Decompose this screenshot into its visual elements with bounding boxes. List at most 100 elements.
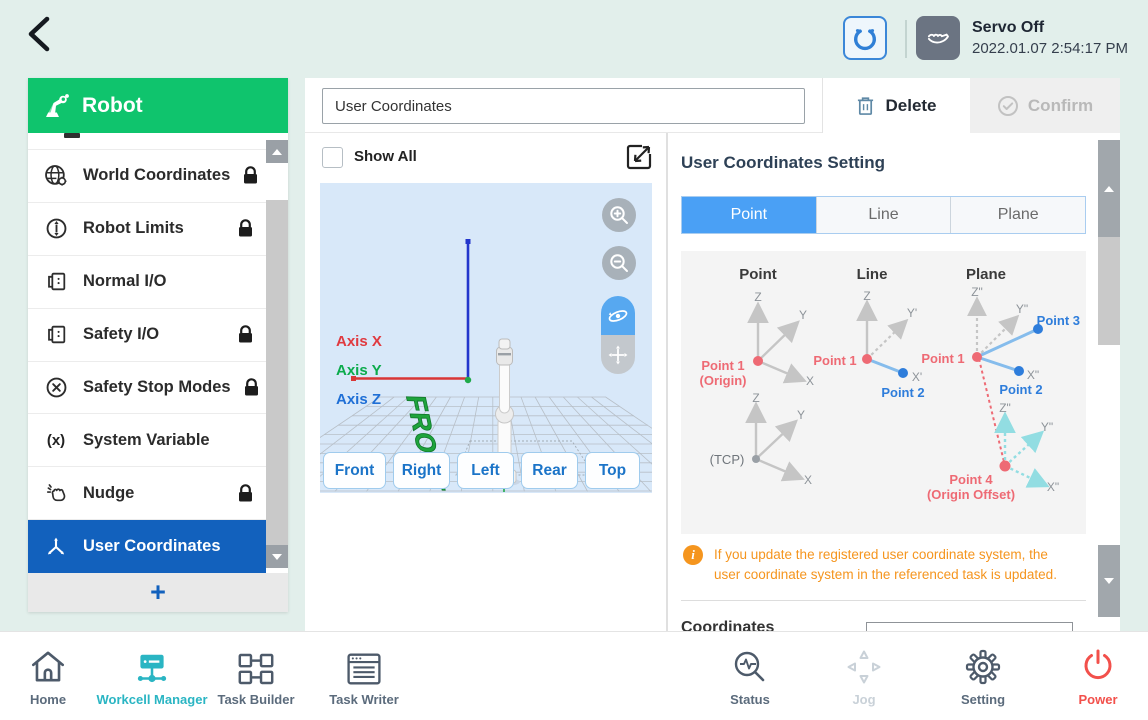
scrollbar-thumb[interactable] bbox=[266, 163, 288, 200]
recovery-arc-icon bbox=[854, 29, 876, 51]
svg-text:X: X bbox=[806, 374, 814, 388]
bottom-navigation: Home Workcell Manager bbox=[0, 631, 1148, 720]
tab-point[interactable]: Point bbox=[682, 197, 817, 233]
view-rear-button[interactable]: Rear bbox=[521, 452, 578, 489]
diagram-headers: Point Line Plane bbox=[739, 266, 1006, 283]
zoom-out-button[interactable] bbox=[602, 246, 636, 280]
svg-text:Z: Z bbox=[752, 391, 759, 405]
robot-sidebar: Robot World Coordinates bbox=[28, 78, 288, 612]
servo-status: Servo Off bbox=[972, 19, 1045, 36]
nav-label: Task Builder bbox=[217, 692, 295, 707]
3d-viewport[interactable]: FRONT Axis X Axis Y Axis Z bbox=[320, 183, 652, 493]
svg-text:Point 2: Point 2 bbox=[881, 385, 924, 400]
line-diagram: Z Y' X' Point 1 Point 2 bbox=[813, 289, 924, 400]
point-diagram: Z Y X Point 1 (Origin) bbox=[700, 290, 814, 388]
back-button[interactable] bbox=[24, 14, 68, 58]
sidebar-item-safety-stop-modes[interactable]: Safety Stop Modes bbox=[28, 361, 266, 415]
svg-text:Point 4: Point 4 bbox=[949, 472, 993, 487]
view-right-button[interactable]: Right bbox=[393, 452, 450, 489]
collision-recovery-button[interactable] bbox=[843, 16, 887, 60]
sidebar-scrollbar bbox=[266, 140, 288, 568]
plane-diagram: Z" Y" X" Point 1 Point 3 Point 2 Z" bbox=[921, 285, 1080, 502]
expand-icon bbox=[626, 144, 652, 170]
pan-icon bbox=[608, 345, 628, 364]
nav-power[interactable]: Power bbox=[1033, 642, 1148, 707]
nudge-hand-icon bbox=[41, 481, 71, 506]
rotate-mode-button[interactable] bbox=[601, 296, 635, 335]
pan-mode-button[interactable] bbox=[601, 335, 635, 374]
svg-text:X": X" bbox=[1047, 480, 1059, 494]
user-coordinates-icon bbox=[41, 535, 71, 559]
check-circle-icon bbox=[997, 95, 1018, 116]
sidebar-item-world-coordinates[interactable]: World Coordinates bbox=[28, 150, 266, 203]
axis-y-label: Axis Y bbox=[336, 362, 382, 379]
svg-text:Point 1: Point 1 bbox=[921, 351, 964, 366]
sidebar-item-normal-io[interactable]: Normal I/O bbox=[28, 255, 266, 309]
sidebar-title: Robot bbox=[82, 93, 143, 117]
view-left-button[interactable]: Left bbox=[457, 452, 514, 489]
zoom-in-button[interactable] bbox=[602, 198, 636, 232]
scroll-down-button[interactable] bbox=[266, 545, 288, 568]
svg-text:Point: Point bbox=[739, 266, 777, 283]
svg-text:(Origin): (Origin) bbox=[700, 373, 747, 388]
scroll-down-button[interactable] bbox=[1098, 545, 1120, 617]
scroll-up-button[interactable] bbox=[1098, 140, 1120, 237]
scroll-up-button[interactable] bbox=[266, 140, 288, 163]
svg-text:Y": Y" bbox=[1016, 302, 1028, 316]
sidebar-item-nudge[interactable]: Nudge bbox=[28, 467, 266, 521]
sidebar-item-robot-limits[interactable]: Robot Limits bbox=[28, 202, 266, 256]
nav-workcell-manager[interactable]: Workcell Manager bbox=[87, 642, 217, 707]
plus-icon: + bbox=[150, 577, 166, 607]
lock-icon bbox=[242, 166, 259, 185]
axis-x-end bbox=[351, 376, 356, 381]
sidebar-item-safety-io[interactable]: Safety I/O bbox=[28, 308, 266, 362]
sidebar-item-system-variable[interactable]: (x) System Variable bbox=[28, 414, 266, 468]
svg-text:Plane: Plane bbox=[966, 266, 1006, 283]
lock-icon bbox=[237, 484, 254, 503]
arrow-up-icon bbox=[1104, 185, 1114, 192]
status-icon bbox=[685, 642, 815, 686]
info-note: i If you update the registered user coor… bbox=[683, 545, 1083, 586]
setting-tabs: Point Line Plane bbox=[681, 196, 1086, 234]
scrollbar-thumb[interactable] bbox=[1098, 237, 1120, 345]
axis-x-label: Axis X bbox=[336, 333, 382, 350]
svg-text:Y": Y" bbox=[1041, 420, 1053, 434]
confirm-button[interactable]: Confirm bbox=[970, 78, 1120, 133]
delete-button[interactable]: Delete bbox=[822, 78, 970, 133]
tab-plane[interactable]: Plane bbox=[951, 197, 1086, 233]
section-divider bbox=[681, 600, 1086, 601]
delete-label: Delete bbox=[885, 95, 937, 115]
coordinate-name-input[interactable] bbox=[322, 88, 805, 124]
view-front-button[interactable]: Front bbox=[323, 452, 386, 489]
view-mode-toggle bbox=[601, 296, 635, 374]
view-top-button[interactable]: Top bbox=[585, 452, 640, 489]
sidebar-item-user-coordinates[interactable]: User Coordinates bbox=[28, 520, 266, 574]
svg-text:Z": Z" bbox=[999, 401, 1011, 415]
coordinates-field-input[interactable] bbox=[866, 622, 1073, 631]
sidebar-item-label: Safety I/O bbox=[83, 325, 160, 344]
nav-status[interactable]: Status bbox=[685, 642, 815, 707]
svg-text:(TCP): (TCP) bbox=[710, 452, 745, 467]
world-coordinates-icon bbox=[41, 163, 71, 189]
sidebar-item-label: Safety Stop Modes bbox=[83, 378, 231, 396]
show-all-checkbox[interactable] bbox=[322, 147, 343, 168]
svg-text:(Origin Offset): (Origin Offset) bbox=[927, 487, 1015, 502]
nav-setting[interactable]: Setting bbox=[918, 642, 1048, 707]
back-chevron-icon bbox=[28, 16, 50, 52]
nav-task-writer[interactable]: Task Writer bbox=[299, 642, 429, 707]
scrollbar-track[interactable] bbox=[1098, 345, 1120, 545]
nav-jog[interactable]: Jog bbox=[799, 642, 929, 707]
tab-line[interactable]: Line bbox=[816, 197, 952, 233]
add-coordinate-button[interactable]: + bbox=[28, 573, 288, 612]
lock-icon bbox=[237, 325, 254, 344]
svg-text:Line: Line bbox=[857, 266, 888, 283]
coordinate-diagram: Point Line Plane Z Y X Point 1 bbox=[681, 251, 1086, 534]
sidebar-item-label: Normal I/O bbox=[83, 272, 167, 291]
sidebar-header-robot[interactable]: Robot bbox=[28, 78, 288, 133]
arrow-down-icon bbox=[272, 553, 282, 560]
normal-io-icon bbox=[41, 269, 71, 294]
nav-home[interactable]: Home bbox=[0, 642, 113, 707]
scrollbar-track[interactable] bbox=[266, 200, 288, 545]
nav-task-builder[interactable]: Task Builder bbox=[191, 642, 321, 707]
expand-view-button[interactable] bbox=[625, 143, 653, 171]
